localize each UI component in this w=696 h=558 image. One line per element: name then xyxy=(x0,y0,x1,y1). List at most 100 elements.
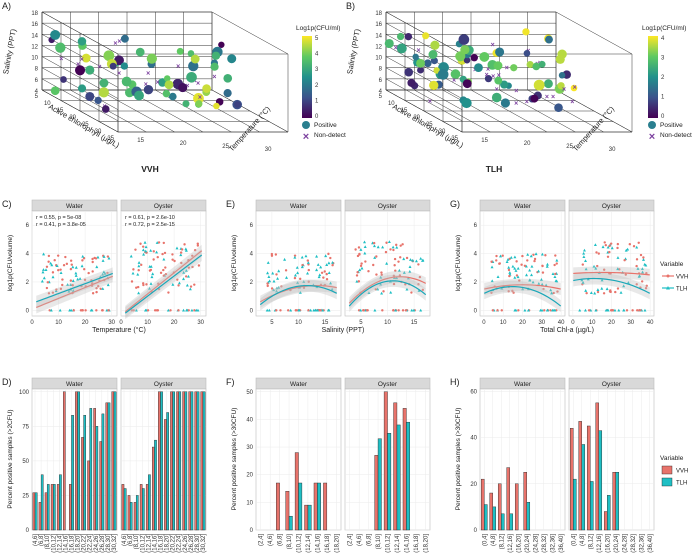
vvh-point xyxy=(69,259,73,262)
y-tick-label: 20 xyxy=(470,482,477,488)
x-tick-label: (28,32] xyxy=(631,534,637,553)
tlh-point xyxy=(582,248,586,252)
panel-letter: D) xyxy=(2,377,12,387)
y-tick-label: 20 xyxy=(246,473,253,479)
annotation-tlh: r = 0.72, p = 2.5e-15 xyxy=(125,222,175,228)
x-tick-label: (10,12] xyxy=(51,534,57,553)
z-tick-label: 15 xyxy=(481,138,488,144)
tlh-bar xyxy=(387,433,392,531)
y-tick-label: 4 xyxy=(35,89,39,95)
legend-title: Log1p(CFU/ml) xyxy=(296,25,340,32)
positive-point xyxy=(85,65,95,75)
y-tick-label: 0 xyxy=(250,308,254,314)
vvh-point xyxy=(97,284,100,288)
vvh-point xyxy=(177,284,180,287)
tlh-bar xyxy=(377,438,382,531)
vvh-bar xyxy=(38,502,42,531)
tlh-point xyxy=(644,263,648,267)
x-tick-label: (10,12] xyxy=(140,534,146,553)
facet-panel xyxy=(120,210,207,317)
x-tick-label: 20 xyxy=(519,320,526,326)
x-tick-label: (16,18] xyxy=(69,534,75,553)
vvh-point xyxy=(611,309,615,312)
vvh-point xyxy=(587,309,591,312)
vvh-bar xyxy=(182,391,185,531)
x-tick-label: (28,32] xyxy=(542,534,548,553)
vvh-point xyxy=(635,283,638,286)
vvh-bar xyxy=(188,391,192,531)
tlh-point xyxy=(150,275,154,279)
tlh-point xyxy=(554,279,558,283)
vvh-point xyxy=(169,309,172,312)
tlh-point xyxy=(55,264,59,267)
tlh-bar xyxy=(40,474,44,531)
tlh-point xyxy=(372,244,376,248)
positive-point xyxy=(135,47,145,57)
x-tick-label: 15 xyxy=(57,108,64,114)
vvh-point xyxy=(59,287,63,291)
chart-panel: C) Water Oyster Temperature (°C) log1p(CFU/v… xyxy=(2,199,207,334)
vvh-point xyxy=(270,287,274,290)
x-tick-label: 5 xyxy=(35,94,39,100)
facet-panel xyxy=(31,388,118,531)
positive-point xyxy=(422,32,430,40)
y-tick-label: 16 xyxy=(31,22,38,28)
vvh-point xyxy=(518,279,521,282)
tlh-point xyxy=(277,269,281,273)
colorbar-tick: 0 xyxy=(661,114,665,120)
positive-point xyxy=(223,73,233,83)
tlh-point xyxy=(315,254,319,258)
x-tick-label: 30 xyxy=(439,129,446,135)
tlh-point xyxy=(363,240,367,244)
vvh-bar xyxy=(586,425,591,531)
tlh-point xyxy=(373,308,377,312)
vvh-point xyxy=(279,309,282,312)
vvh-point xyxy=(132,309,135,312)
annotation-tlh: r = 0.41, p = 3.8e-05 xyxy=(36,222,86,228)
x-tick-label: 10 xyxy=(55,320,62,326)
vvh-point xyxy=(597,252,600,255)
vvh-point xyxy=(380,271,383,274)
tlh-fit-line xyxy=(36,272,113,303)
non-detect-point: × xyxy=(198,94,202,101)
tlh-point xyxy=(513,275,517,279)
vvh-bar xyxy=(50,484,54,531)
x-axis-title: Total Chl-a (µg/L) xyxy=(540,327,594,334)
x-tick-label: (14,16] xyxy=(63,534,69,553)
tlh-bar xyxy=(142,488,145,531)
tlh-point xyxy=(528,268,532,272)
vvh-point xyxy=(329,256,332,260)
tlh-point xyxy=(147,286,151,290)
tlh-point xyxy=(617,308,621,312)
positive-point xyxy=(538,60,546,68)
vvh-point xyxy=(180,261,183,265)
x-tick-label: (24,28] xyxy=(622,534,628,553)
x-tick-label: (24,28] xyxy=(533,534,539,553)
annotation-vvh: r = 0.61, p = 2.6e-10 xyxy=(125,215,175,221)
tlh-point xyxy=(529,254,533,258)
non-detect-point: × xyxy=(514,100,518,107)
tlh-fit-line xyxy=(124,254,203,314)
facet-label: Water xyxy=(290,381,308,388)
vvh-point xyxy=(397,309,400,312)
x-tick-label: 5 xyxy=(270,320,274,326)
legend-nondetect-label: Non-detect xyxy=(660,132,692,139)
tlh-point xyxy=(640,267,644,271)
tlh-point xyxy=(551,308,555,312)
tlh-point xyxy=(389,290,393,294)
vvh-point xyxy=(549,309,552,312)
tlh-point xyxy=(276,277,280,280)
tlh-point xyxy=(606,308,610,312)
vvh-point xyxy=(496,309,499,312)
tlh-point xyxy=(380,291,384,295)
vvh-point xyxy=(507,290,510,293)
x-tick-label: 5 xyxy=(359,320,363,326)
tlh-bar xyxy=(396,424,401,531)
tlh-point xyxy=(509,255,513,259)
vvh-point xyxy=(61,283,64,287)
tlh-point xyxy=(417,289,421,292)
vvh-fit-line xyxy=(36,275,113,309)
vvh-point xyxy=(398,274,402,277)
non-detect-point: × xyxy=(491,73,495,80)
vvh-point xyxy=(596,290,600,294)
